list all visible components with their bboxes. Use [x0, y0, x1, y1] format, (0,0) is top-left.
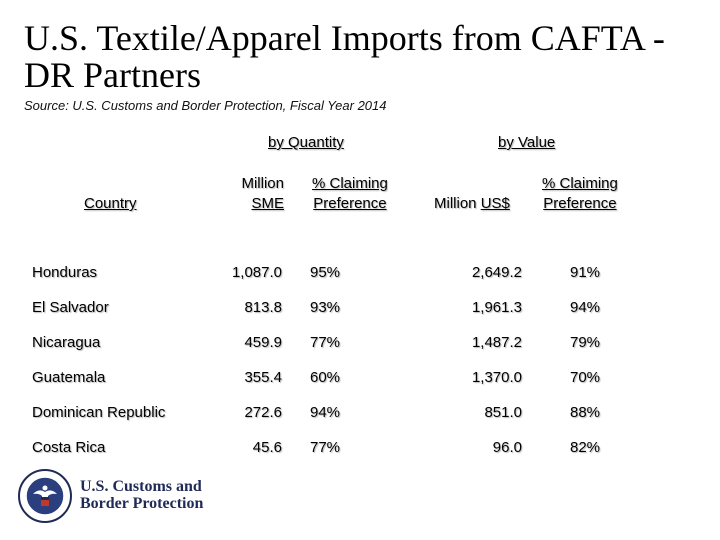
quantity-cell: 272.6: [244, 404, 282, 421]
column-header-quantity-preference: % Claiming Preference: [312, 174, 388, 214]
source-note: Source: U.S. Customs and Border Protecti…: [24, 98, 387, 113]
table-row: Costa Rica 45.6 77% 96.0 82%: [0, 438, 720, 460]
val-header-line1: Million: [434, 195, 477, 212]
country-cell: Guatemala: [32, 369, 106, 386]
qpref-header-line1: % Claiming: [312, 175, 388, 192]
cbp-logo-text: U.S. Customs and Border Protection: [80, 478, 203, 512]
quantity-cell: 355.4: [244, 369, 282, 386]
country-cell: Nicaragua: [32, 334, 101, 351]
val-header-line2: US$: [480, 195, 510, 212]
value-preference-cell: 82%: [570, 439, 601, 456]
country-cell: Honduras: [32, 264, 98, 281]
qty-header-line1: Million: [241, 175, 284, 192]
group-header-value: by Value: [498, 134, 556, 151]
page-title: U.S. Textile/Apparel Imports from CAFTA …: [24, 18, 665, 95]
quantity-cell: 1,087.0: [231, 264, 282, 281]
quantity-preference-cell: 77%: [310, 439, 341, 456]
logo-line2: Border Protection: [80, 495, 204, 512]
value-cell: 1,487.2: [471, 334, 522, 351]
group-header-quantity: by Quantity: [268, 134, 344, 151]
quantity-preference-cell: 77%: [310, 334, 341, 351]
qty-header-line2: SME: [251, 195, 284, 212]
vpref-header-line1: % Claiming: [542, 175, 618, 192]
quantity-cell: 459.9: [244, 334, 282, 351]
dhs-seal-icon: [18, 469, 72, 523]
value-cell: 1,370.0: [471, 369, 522, 386]
quantity-preference-cell: 93%: [310, 299, 341, 316]
country-header-label: Country: [84, 195, 137, 212]
table-row: Honduras 1,087.0 95% 2,649.2 91%: [0, 263, 720, 285]
column-header-value-preference: % Claiming Preference: [542, 174, 618, 214]
value-cell: 2,649.2: [471, 264, 522, 281]
quantity-cell: 813.8: [244, 299, 282, 316]
quantity-cell: 45.6: [252, 439, 282, 456]
value-preference-cell: 91%: [570, 264, 601, 281]
value-cell: 851.0: [484, 404, 522, 421]
logo-line1: U.S. Customs and: [80, 478, 202, 495]
value-preference-cell: 88%: [570, 404, 601, 421]
country-cell: Dominican Republic: [32, 404, 166, 421]
table-row: Dominican Republic 272.6 94% 851.0 88%: [0, 403, 720, 425]
value-preference-cell: 79%: [570, 334, 601, 351]
column-header-country: Country: [84, 194, 137, 214]
value-preference-cell: 70%: [570, 369, 601, 386]
country-cell: El Salvador: [32, 299, 109, 316]
table-row: El Salvador 813.8 93% 1,961.3 94%: [0, 298, 720, 320]
qpref-header-line2: Preference: [313, 195, 387, 212]
column-header-value: Million US$: [434, 194, 510, 214]
quantity-preference-cell: 95%: [310, 264, 341, 281]
table-row: Guatemala 355.4 60% 1,370.0 70%: [0, 368, 720, 390]
quantity-preference-cell: 94%: [310, 404, 341, 421]
country-cell: Costa Rica: [32, 439, 106, 456]
value-cell: 1,961.3: [471, 299, 522, 316]
column-header-quantity: Million SME: [241, 174, 284, 214]
quantity-preference-cell: 60%: [310, 369, 341, 386]
table-row: Nicaragua 459.9 77% 1,487.2 79%: [0, 333, 720, 355]
value-preference-cell: 94%: [570, 299, 601, 316]
vpref-header-line2: Preference: [543, 195, 617, 212]
value-cell: 96.0: [492, 439, 522, 456]
